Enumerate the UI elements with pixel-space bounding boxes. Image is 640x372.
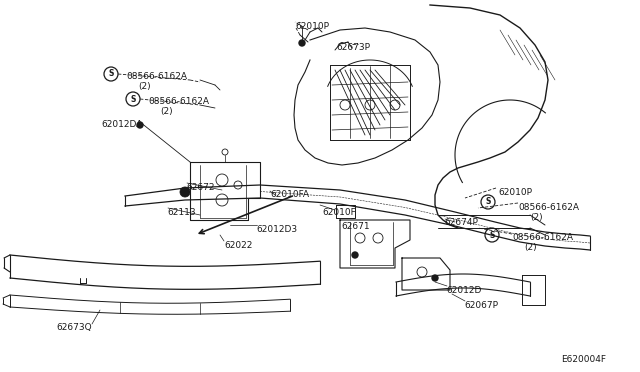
Text: 62113: 62113 (167, 208, 196, 217)
Text: 62010FA: 62010FA (270, 190, 309, 199)
Text: 08566-6162A: 08566-6162A (512, 233, 573, 242)
Text: 62673Q: 62673Q (56, 323, 92, 332)
Text: 62010F: 62010F (322, 208, 356, 217)
Text: 62673P: 62673P (336, 43, 370, 52)
Circle shape (299, 40, 305, 46)
Text: 62067P: 62067P (464, 301, 498, 310)
Circle shape (137, 122, 143, 128)
Circle shape (180, 187, 190, 197)
Text: 62010P: 62010P (498, 188, 532, 197)
Text: S: S (108, 70, 114, 78)
Text: S: S (131, 94, 136, 103)
Text: S: S (485, 198, 491, 206)
Text: (2): (2) (530, 213, 543, 222)
Text: 62022: 62022 (224, 241, 252, 250)
Text: 08566-6162A: 08566-6162A (126, 72, 187, 81)
Text: 62672: 62672 (186, 183, 214, 192)
Text: 62674P: 62674P (444, 218, 478, 227)
Text: 62012D3: 62012D3 (256, 225, 297, 234)
Circle shape (432, 275, 438, 281)
Text: 08566-6162A: 08566-6162A (518, 203, 579, 212)
Text: S: S (490, 231, 495, 240)
Text: (2): (2) (138, 82, 150, 91)
Text: E620004F: E620004F (561, 355, 606, 364)
Text: 62010P: 62010P (295, 22, 329, 31)
Text: 62671: 62671 (341, 222, 370, 231)
Text: 62012D: 62012D (446, 286, 481, 295)
Text: 08566-6162A: 08566-6162A (148, 97, 209, 106)
Text: 62012DA: 62012DA (101, 120, 142, 129)
Text: (2): (2) (160, 107, 173, 116)
Text: (2): (2) (524, 243, 536, 252)
Circle shape (352, 252, 358, 258)
